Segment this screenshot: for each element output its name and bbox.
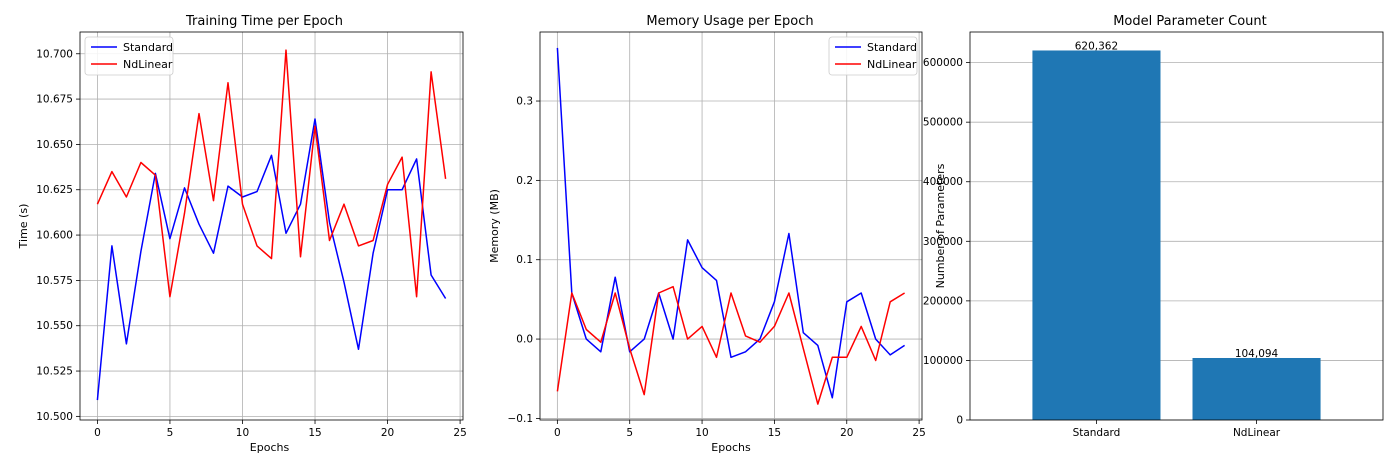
x-tick-label: 5 — [626, 427, 633, 439]
parameter-count-chart: Model Parameter Count Number of Paramete… — [923, 14, 1384, 439]
x-tick-label: 10 — [695, 427, 708, 439]
bar-ndlinear — [1192, 357, 1321, 420]
chart-title: Training Time per Epoch — [185, 14, 343, 29]
y-tick-label: 10.675 — [36, 94, 73, 106]
x-tick-label: 25 — [453, 427, 466, 439]
y-tick-label: 10.550 — [36, 320, 73, 332]
x-tick-label: 15 — [768, 427, 781, 439]
x-tick-label: 5 — [167, 427, 174, 439]
y-tick-label: 500000 — [923, 117, 963, 129]
plot-frame — [79, 31, 464, 421]
memory-usage-chart: Memory Usage per Epoch Epochs Memory (MB… — [488, 14, 926, 454]
chart-title: Model Parameter Count — [1113, 14, 1267, 29]
y-axis-label: Number of Parameters — [934, 163, 947, 288]
y-tick-label: 0.2 — [516, 175, 533, 187]
y-tick-label: 10.625 — [36, 184, 73, 196]
bar-value-label: 104,094 — [1235, 348, 1279, 360]
y-tick-label: 10.650 — [36, 139, 73, 151]
y-tick-label: 0.1 — [516, 254, 533, 266]
y-tick-label: 400000 — [923, 176, 963, 188]
x-tick-label: 10 — [236, 427, 249, 439]
y-tick-label: 10.700 — [36, 48, 73, 60]
x-tick-label: Standard — [1073, 427, 1121, 439]
x-tick-label: 25 — [912, 427, 925, 439]
y-tick-label: −0.1 — [508, 413, 534, 425]
x-axis-label: Epochs — [250, 441, 290, 454]
legend-label-standard: Standard — [123, 41, 173, 54]
plot-frame — [969, 31, 1384, 421]
y-tick-label: 0.3 — [516, 96, 533, 108]
y-tick-label: 10.500 — [36, 411, 73, 423]
y-tick-label: 10.525 — [36, 366, 73, 378]
y-axis-label: Time (s) — [17, 204, 30, 250]
legend-label-ndlinear: NdLinear — [867, 58, 917, 71]
bar-standard — [1032, 50, 1161, 420]
x-axis-label: Epochs — [711, 441, 751, 454]
y-tick-label: 100000 — [923, 355, 963, 367]
y-tick-label: 10.600 — [36, 230, 73, 242]
x-tick-label: NdLinear — [1233, 427, 1281, 439]
y-tick-label: 200000 — [923, 295, 963, 307]
y-tick-label: 0.0 — [516, 334, 533, 346]
x-tick-label: 20 — [840, 427, 853, 439]
bar-value-label: 620,362 — [1075, 40, 1118, 52]
chart-title: Memory Usage per Epoch — [646, 14, 813, 29]
y-tick-label: 300000 — [923, 236, 963, 248]
legend-label-ndlinear: NdLinear — [123, 58, 173, 71]
plot-frame — [539, 31, 923, 421]
x-tick-label: 20 — [381, 427, 394, 439]
y-tick-label: 0 — [956, 415, 963, 427]
legend: Standard NdLinear — [84, 36, 174, 76]
series-line-standard — [556, 47, 906, 399]
y-tick-label: 10.575 — [36, 275, 73, 287]
x-tick-label: 0 — [554, 427, 561, 439]
x-tick-label: 0 — [94, 427, 101, 439]
series-line-standard — [96, 118, 447, 401]
training-time-chart: Training Time per Epoch Epochs Time (s) … — [17, 14, 467, 454]
series-line-ndlinear — [556, 285, 905, 405]
x-tick-label: 15 — [308, 427, 321, 439]
legend: Standard NdLinear — [828, 36, 918, 76]
y-tick-label: 600000 — [923, 57, 963, 69]
y-axis-label: Memory (MB) — [488, 189, 501, 263]
legend-label-standard: Standard — [867, 41, 917, 54]
series-line-ndlinear — [96, 49, 447, 298]
